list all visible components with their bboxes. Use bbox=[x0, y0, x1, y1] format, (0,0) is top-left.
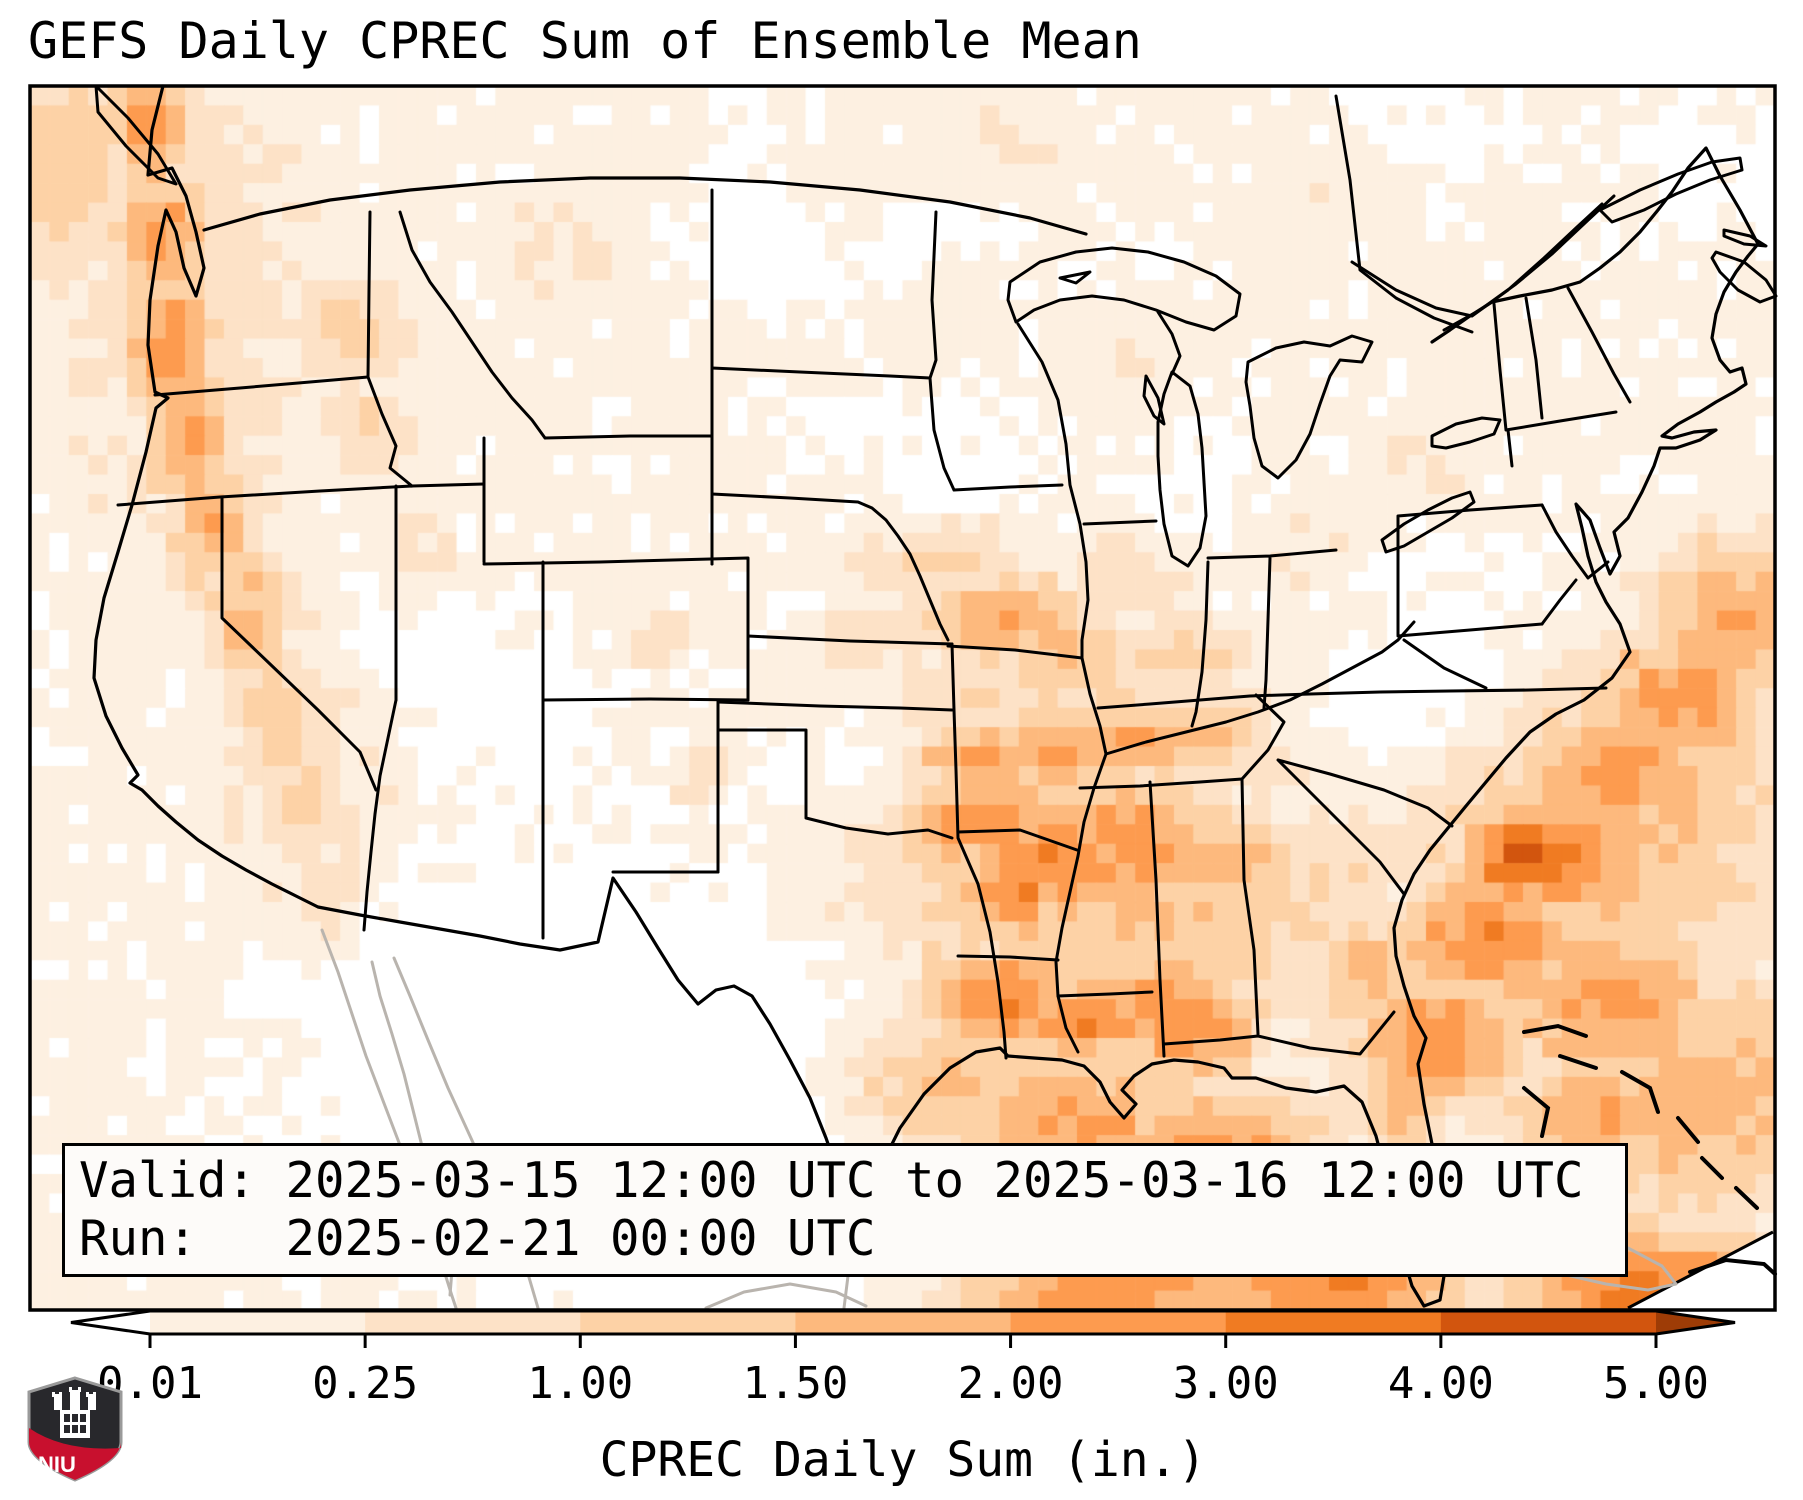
colorbar-tick-label: 1.50 bbox=[742, 1358, 849, 1409]
niu-castle-icon bbox=[52, 1387, 96, 1438]
colorbar-segment bbox=[1010, 1311, 1227, 1334]
precipitation-heatmap bbox=[30, 86, 1775, 1310]
colorbar-segment bbox=[1225, 1311, 1442, 1334]
colorbar-segment bbox=[150, 1311, 366, 1334]
colorbar-tick-label: 4.00 bbox=[1387, 1358, 1494, 1409]
niu-red-band bbox=[29, 1428, 121, 1480]
colorbar-over-arrow bbox=[1656, 1311, 1735, 1334]
colorbar-segment bbox=[1440, 1311, 1657, 1334]
run-line: Run: 2025-02-21 00:00 UTC bbox=[79, 1210, 876, 1267]
niu-wordmark: NIU bbox=[38, 1452, 76, 1477]
colorbar-tick-label: 0.25 bbox=[312, 1358, 419, 1409]
colorbar-tick-label: 2.00 bbox=[957, 1358, 1064, 1409]
niu-logo: NIU bbox=[27, 1376, 123, 1482]
colorbar-axis-label: CPREC Daily Sum (in.) bbox=[599, 1432, 1207, 1488]
colorbar-tick-label: 1.00 bbox=[527, 1358, 634, 1409]
colorbar-under-arrow bbox=[71, 1311, 150, 1334]
valid-run-info-box: Valid: 2025-03-15 12:00 UTC to 2025-03-1… bbox=[62, 1143, 1628, 1277]
colorbar-tick-label: 3.00 bbox=[1172, 1358, 1279, 1409]
colorbar-tick-label: 5.00 bbox=[1603, 1358, 1709, 1409]
page-title: GEFS Daily CPREC Sum of Ensemble Mean bbox=[28, 12, 1142, 70]
valid-line: Valid: 2025-03-15 12:00 UTC to 2025-03-1… bbox=[79, 1152, 1584, 1209]
colorbar-segment bbox=[365, 1311, 581, 1334]
colorbar-segment bbox=[795, 1311, 1012, 1334]
colorbar-segments bbox=[150, 1311, 1657, 1334]
colorbar-ticks bbox=[148, 1334, 1658, 1348]
colorbar-outline bbox=[70, 1309, 1736, 1336]
colorbar-segment bbox=[580, 1311, 796, 1334]
